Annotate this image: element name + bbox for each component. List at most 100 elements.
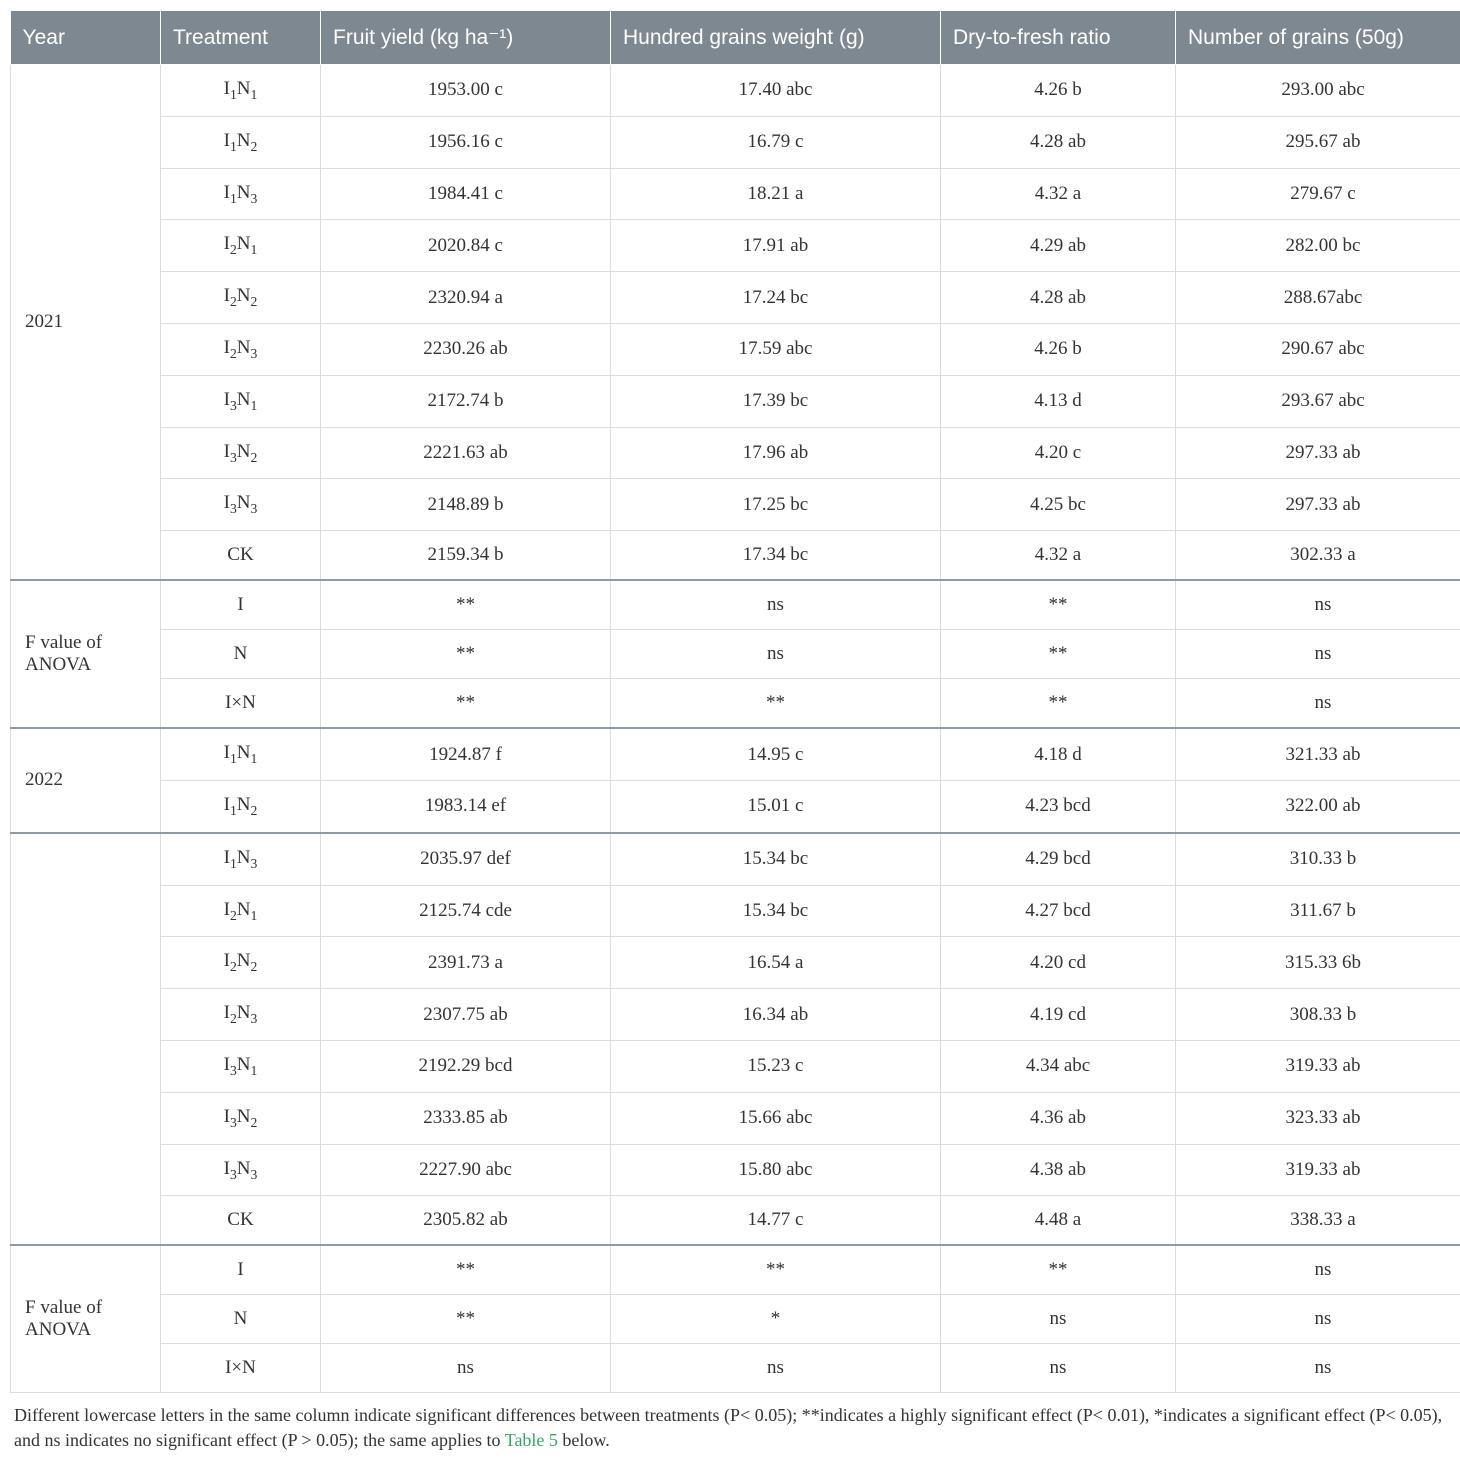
ng-cell: 288.67abc bbox=[1176, 272, 1460, 324]
table-row: I1N32035.97 def15.34 bc4.29 bcd310.33 b bbox=[11, 833, 1460, 885]
hgw-cell: 15.34 bc bbox=[611, 885, 941, 937]
year-cell: F value of ANOVA bbox=[11, 1245, 161, 1393]
ng-cell: 279.67 c bbox=[1176, 168, 1460, 220]
dtf-cell: ** bbox=[941, 679, 1176, 729]
hgw-cell: 15.34 bc bbox=[611, 833, 941, 885]
hgw-cell: 15.01 c bbox=[611, 780, 941, 832]
dtf-cell: 4.25 bc bbox=[941, 479, 1176, 531]
ng-cell: 315.33 6b bbox=[1176, 937, 1460, 989]
ng-cell: 322.00 ab bbox=[1176, 780, 1460, 832]
table-row: F value of ANOVAI******ns bbox=[11, 1245, 1460, 1295]
fruit-yield-cell: ** bbox=[321, 679, 611, 729]
hgw-cell: 17.59 abc bbox=[611, 323, 941, 375]
hgw-cell: 14.95 c bbox=[611, 728, 941, 780]
fruit-yield-cell: 2035.97 def bbox=[321, 833, 611, 885]
fruit-yield-cell: 2020.84 c bbox=[321, 220, 611, 272]
table-row: CK2159.34 b17.34 bc4.32 a302.33 a bbox=[11, 531, 1460, 581]
dtf-cell: 4.34 abc bbox=[941, 1040, 1176, 1092]
fruit-yield-cell: ** bbox=[321, 580, 611, 630]
hgw-cell: 18.21 a bbox=[611, 168, 941, 220]
treatment-cell: I bbox=[161, 580, 321, 630]
ng-cell: 319.33 ab bbox=[1176, 1040, 1460, 1092]
fruit-yield-cell: 1924.87 f bbox=[321, 728, 611, 780]
year-cell: 2021 bbox=[11, 65, 161, 581]
treatment-cell: I×N bbox=[161, 1344, 321, 1393]
fruit-yield-cell: ** bbox=[321, 1245, 611, 1295]
hgw-cell: 17.91 ab bbox=[611, 220, 941, 272]
col-hgw: Hundred grains weight (g) bbox=[611, 11, 941, 65]
treatment-cell: I1N2 bbox=[161, 780, 321, 832]
ng-cell: 310.33 b bbox=[1176, 833, 1460, 885]
treatment-cell: I1N2 bbox=[161, 116, 321, 168]
table-row: I1N21956.16 c16.79 c4.28 ab295.67 ab bbox=[11, 116, 1460, 168]
table-row: I2N22320.94 a17.24 bc4.28 ab288.67abc bbox=[11, 272, 1460, 324]
treatment-cell: I bbox=[161, 1245, 321, 1295]
treatment-cell: I2N1 bbox=[161, 220, 321, 272]
footnote-text-post: below. bbox=[562, 1430, 609, 1450]
fruit-yield-cell: 2221.63 ab bbox=[321, 427, 611, 479]
table-row: I1N21983.14 ef15.01 c4.23 bcd322.00 ab bbox=[11, 780, 1460, 832]
dtf-cell: 4.20 cd bbox=[941, 937, 1176, 989]
hgw-cell: 14.77 c bbox=[611, 1196, 941, 1246]
dtf-cell: 4.29 bcd bbox=[941, 833, 1176, 885]
footnote-text-pre: Different lowercase letters in the same … bbox=[14, 1405, 1442, 1449]
ng-cell: 295.67 ab bbox=[1176, 116, 1460, 168]
table-row: I2N12020.84 c17.91 ab4.29 ab282.00 bc bbox=[11, 220, 1460, 272]
dtf-cell: ns bbox=[941, 1295, 1176, 1344]
hgw-cell: 15.66 abc bbox=[611, 1092, 941, 1144]
dtf-cell: 4.26 b bbox=[941, 65, 1176, 117]
table-row: F value of ANOVAI**ns**ns bbox=[11, 580, 1460, 630]
header-row: Year Treatment Fruit yield (kg ha⁻¹) Hun… bbox=[11, 11, 1460, 65]
fruit-yield-cell: 1983.14 ef bbox=[321, 780, 611, 832]
ng-cell: 290.67 abc bbox=[1176, 323, 1460, 375]
hgw-cell: 16.54 a bbox=[611, 937, 941, 989]
treatment-cell: I3N3 bbox=[161, 1144, 321, 1196]
ng-cell: 282.00 bc bbox=[1176, 220, 1460, 272]
fruit-yield-cell: 1953.00 c bbox=[321, 65, 611, 117]
col-dtf: Dry-to-fresh ratio bbox=[941, 11, 1176, 65]
dtf-cell: ** bbox=[941, 1245, 1176, 1295]
hgw-cell: ns bbox=[611, 580, 941, 630]
fruit-yield-cell: 2159.34 b bbox=[321, 531, 611, 581]
treatment-cell: I1N3 bbox=[161, 168, 321, 220]
treatment-cell: I2N2 bbox=[161, 272, 321, 324]
dtf-cell: 4.32 a bbox=[941, 168, 1176, 220]
ng-cell: ns bbox=[1176, 1344, 1460, 1393]
table-row: 2021I1N11953.00 c17.40 abc4.26 b293.00 a… bbox=[11, 65, 1460, 117]
fruit-yield-cell: 2148.89 b bbox=[321, 479, 611, 531]
dtf-cell: 4.18 d bbox=[941, 728, 1176, 780]
col-ng: Number of grains (50g) bbox=[1176, 11, 1460, 65]
treatment-cell: CK bbox=[161, 531, 321, 581]
fruit-yield-cell: 2320.94 a bbox=[321, 272, 611, 324]
treatment-cell: I3N2 bbox=[161, 1092, 321, 1144]
ng-cell: ns bbox=[1176, 630, 1460, 679]
hgw-cell: 15.80 abc bbox=[611, 1144, 941, 1196]
dtf-cell: 4.13 d bbox=[941, 375, 1176, 427]
dtf-cell: 4.38 ab bbox=[941, 1144, 1176, 1196]
dtf-cell: 4.29 ab bbox=[941, 220, 1176, 272]
year-cell: 2022 bbox=[11, 728, 161, 833]
footnote-link[interactable]: Table 5 bbox=[505, 1430, 558, 1450]
table-row: I2N22391.73 a16.54 a4.20 cd315.33 6b bbox=[11, 937, 1460, 989]
fruit-yield-cell: 2307.75 ab bbox=[321, 989, 611, 1041]
treatment-cell: I3N1 bbox=[161, 375, 321, 427]
hgw-cell: * bbox=[611, 1295, 941, 1344]
ng-cell: 302.33 a bbox=[1176, 531, 1460, 581]
ng-cell: 308.33 b bbox=[1176, 989, 1460, 1041]
dtf-cell: 4.19 cd bbox=[941, 989, 1176, 1041]
col-year: Year bbox=[11, 11, 161, 65]
table-row: I2N32230.26 ab17.59 abc4.26 b290.67 abc bbox=[11, 323, 1460, 375]
table-row: I3N32227.90 abc15.80 abc4.38 ab319.33 ab bbox=[11, 1144, 1460, 1196]
ng-cell: ns bbox=[1176, 1295, 1460, 1344]
year-cell: F value of ANOVA bbox=[11, 580, 161, 728]
treatment-cell: I3N3 bbox=[161, 479, 321, 531]
col-treatment: Treatment bbox=[161, 11, 321, 65]
year-cell bbox=[11, 833, 161, 1246]
hgw-cell: 15.23 c bbox=[611, 1040, 941, 1092]
hgw-cell: 16.34 ab bbox=[611, 989, 941, 1041]
table-row: I3N12192.29 bcd15.23 c4.34 abc319.33 ab bbox=[11, 1040, 1460, 1092]
dtf-cell: ** bbox=[941, 580, 1176, 630]
dtf-cell: 4.28 ab bbox=[941, 116, 1176, 168]
treatment-cell: I2N1 bbox=[161, 885, 321, 937]
dtf-cell: ** bbox=[941, 630, 1176, 679]
